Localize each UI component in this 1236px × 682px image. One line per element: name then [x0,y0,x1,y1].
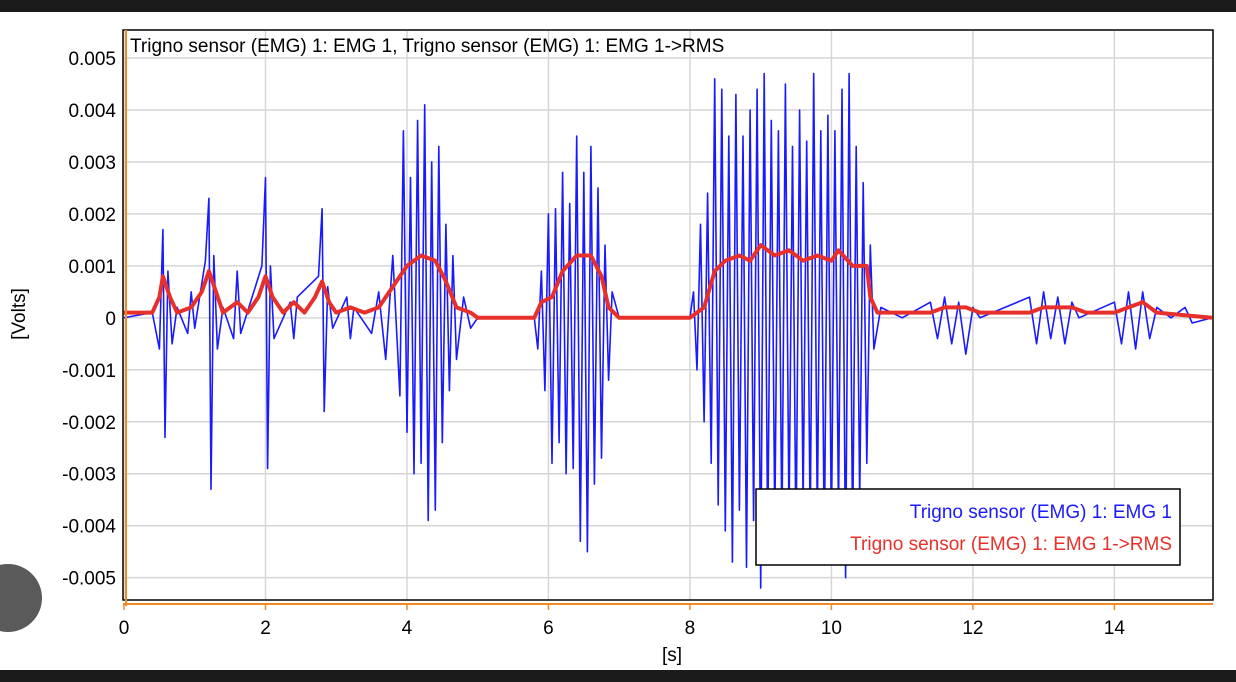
legend-entry: Trigno sensor (EMG) 1: EMG 1->RMS [850,534,1172,555]
x-tick-label: 12 [962,618,983,639]
x-tick-label: 14 [1104,618,1126,639]
y-tick-label: -0.003 [62,465,116,486]
x-axis-label: [s] [662,645,682,666]
legend-entry: Trigno sensor (EMG) 1: EMG 1 [910,502,1172,523]
y-tick-label: 0.002 [68,205,116,226]
x-tick-label: 10 [821,618,842,639]
y-axis-label: [Volts] [9,288,30,340]
plot-lines [124,72,1212,589]
y-tick-label: 0.004 [68,101,116,122]
x-tick-label: 6 [543,618,554,639]
y-tick-label: 0.005 [68,49,116,70]
lens-icon[interactable] [0,564,42,632]
y-tick-label: -0.005 [62,569,116,590]
y-tick-label: 0.003 [68,153,116,174]
x-tick-label: 0 [119,618,130,639]
series-line [124,243,1212,320]
y-tick-label: 0.001 [68,257,116,278]
legend-box [755,488,1181,566]
y-tick-label: -0.002 [62,413,116,434]
y-tick-label: 0 [105,309,116,330]
plot-frame [122,29,1214,601]
y-tick-label: -0.004 [62,517,116,538]
legend: Trigno sensor (EMG) 1: EMG 1 Trigno senso… [755,488,1181,566]
y-tick-label: -0.001 [62,361,116,382]
x-tick-label: 8 [685,618,696,639]
x-tick-label: 4 [402,618,413,639]
chart-title: Trigno sensor (EMG) 1: EMG 1, Trigno sen… [130,36,724,57]
x-tick-label: 2 [260,618,271,639]
